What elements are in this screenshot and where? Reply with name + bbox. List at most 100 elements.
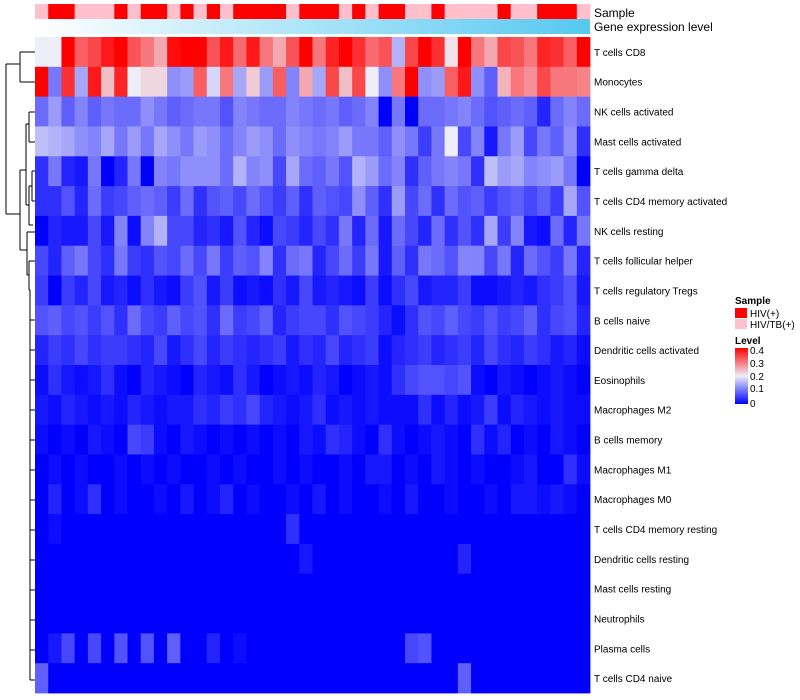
heatmap-cell [48, 97, 62, 127]
heatmap-cell [550, 425, 564, 455]
heatmap-cell [458, 37, 472, 67]
heatmap-cell [564, 97, 578, 127]
heatmap-cell [194, 395, 208, 425]
heatmap-cell [339, 454, 353, 484]
heatmap-cell [207, 97, 221, 127]
heatmap-cell [458, 395, 472, 425]
heatmap-cell [273, 395, 287, 425]
heatmap-cell [313, 574, 327, 604]
heatmap-cell [564, 126, 578, 156]
row-label: B cells naive [594, 316, 651, 327]
heatmap-cell [260, 395, 274, 425]
heatmap-cell [233, 276, 247, 306]
heatmap-cell [431, 156, 445, 186]
heatmap-cell [101, 365, 115, 395]
heatmap-cell [220, 514, 234, 544]
heatmap-cell [445, 633, 459, 663]
heatmap-cell [484, 97, 498, 127]
heatmap-cell [246, 126, 260, 156]
heatmap-cell [299, 604, 313, 634]
heatmap-cell [564, 186, 578, 216]
heatmap-cell [313, 97, 327, 127]
heatmap-cell [326, 484, 340, 514]
heatmap-cell [233, 246, 247, 276]
heatmap-cell [88, 663, 102, 693]
heatmap-cell [524, 67, 538, 97]
heatmap-cell [167, 604, 181, 634]
heatmap-cell [339, 335, 353, 365]
heatmap-cell [326, 246, 340, 276]
heatmap-cell [458, 484, 472, 514]
heatmap-cell [260, 156, 274, 186]
heatmap-cell [379, 663, 393, 693]
heatmap-cell [220, 97, 234, 127]
heatmap-cell [154, 246, 168, 276]
heatmap-cell [550, 246, 564, 276]
heatmap-cell [471, 37, 485, 67]
heatmap-cell [194, 246, 208, 276]
heatmap-cell [550, 663, 564, 693]
heatmap-cell [511, 544, 525, 574]
heatmap-cell [233, 514, 247, 544]
heatmap-cell [286, 97, 300, 127]
heatmap-cell [35, 663, 49, 693]
heatmap-cell [207, 67, 221, 97]
heatmap-cell [246, 544, 260, 574]
heatmap-cell [207, 276, 221, 306]
heatmap-cell [577, 604, 591, 634]
heatmap-cell [128, 365, 142, 395]
heatmap-cell [392, 305, 406, 335]
heatmap-cell [445, 126, 459, 156]
heatmap-cell [379, 484, 393, 514]
heatmap-cell [246, 67, 260, 97]
heatmap-cell [286, 186, 300, 216]
sample-annotation-cell [141, 4, 155, 19]
heatmap-cell [101, 574, 115, 604]
heatmap-cell [167, 126, 181, 156]
heatmap-cell [128, 67, 142, 97]
heatmap-cell [180, 37, 194, 67]
heatmap-cell [458, 186, 472, 216]
heatmap-cell [207, 484, 221, 514]
heatmap-cell [431, 305, 445, 335]
heatmap-cell [246, 633, 260, 663]
sample-annotation-cell [564, 4, 578, 19]
heatmap-cell [101, 276, 115, 306]
heatmap-cell [88, 156, 102, 186]
heatmap-cell [167, 156, 181, 186]
heatmap-cell [220, 67, 234, 97]
heatmap-cell [299, 37, 313, 67]
heatmap-cell [524, 156, 538, 186]
heatmap-cell [537, 67, 551, 97]
heatmap-cell [88, 454, 102, 484]
heatmap-cell [194, 484, 208, 514]
heatmap-cell [35, 544, 49, 574]
heatmap-cell [313, 395, 327, 425]
heatmap-cell [498, 663, 512, 693]
row-label: Dendritic cells resting [594, 555, 689, 566]
heatmap-cell [75, 126, 89, 156]
heatmap-cell [48, 37, 62, 67]
heatmap-cell [458, 604, 472, 634]
heatmap-cell [498, 484, 512, 514]
heatmap-cell [207, 335, 221, 365]
heatmap-cell [260, 663, 274, 693]
heatmap-cell [445, 305, 459, 335]
heatmap-cell [431, 67, 445, 97]
heatmap-cell [339, 484, 353, 514]
heatmap-cell [339, 633, 353, 663]
heatmap-cell [167, 305, 181, 335]
heatmap-cell [365, 67, 379, 97]
heatmap-cell [313, 216, 327, 246]
heatmap-cell [431, 425, 445, 455]
heatmap-cell [194, 335, 208, 365]
heatmap-cell [114, 544, 128, 574]
heatmap-cell [471, 335, 485, 365]
heatmap-cell [141, 633, 155, 663]
heatmap-cell [339, 37, 353, 67]
heatmap-cell [180, 425, 194, 455]
heatmap-cell [128, 604, 142, 634]
heatmap-cell [339, 126, 353, 156]
heatmap-cell [418, 454, 432, 484]
heatmap-cell [61, 67, 75, 97]
